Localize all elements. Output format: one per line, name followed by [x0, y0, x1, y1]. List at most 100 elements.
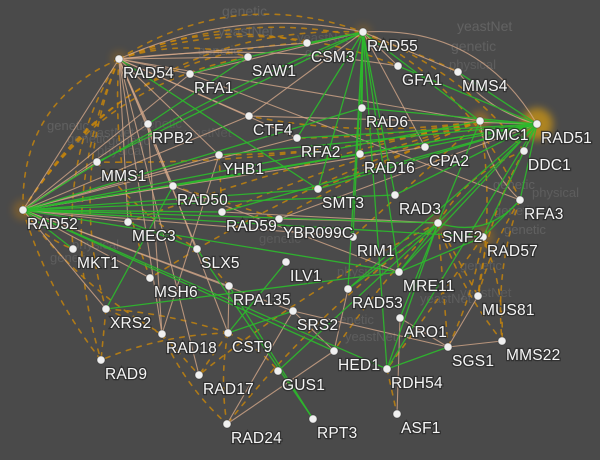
- node-rad59[interactable]: [217, 207, 227, 217]
- node-label-yhb1[interactable]: YHB1: [222, 160, 266, 180]
- node-label-rad52[interactable]: RAD52: [26, 215, 79, 235]
- node-label-mms22[interactable]: MMS22: [505, 346, 562, 366]
- node-label-rad18[interactable]: RAD18: [165, 339, 218, 359]
- node-rad9[interactable]: [96, 355, 106, 365]
- node-snf2[interactable]: [433, 218, 443, 228]
- node-rim1[interactable]: [348, 232, 358, 242]
- node-label-cst9[interactable]: CST9: [231, 338, 274, 358]
- node-rdh54[interactable]: [382, 364, 392, 374]
- node-rad18[interactable]: [157, 329, 167, 339]
- node-label-gus1[interactable]: GUS1: [281, 376, 326, 396]
- node-label-sgs1[interactable]: SGS1: [451, 352, 496, 372]
- node-rad55[interactable]: [358, 27, 368, 37]
- node-label-rfa1[interactable]: RFA1: [193, 79, 235, 99]
- node-ilv1[interactable]: [281, 257, 291, 267]
- node-ctf4[interactable]: [244, 111, 254, 121]
- node-cpa2[interactable]: [420, 142, 430, 152]
- node-label-cpa2[interactable]: CPA2: [428, 152, 471, 172]
- node-label-rad6[interactable]: RAD6: [365, 113, 410, 133]
- node-ddc1[interactable]: [519, 146, 529, 156]
- node-label-rad54[interactable]: RAD54: [122, 64, 176, 84]
- node-rad54[interactable]: [114, 54, 124, 64]
- node-saw1[interactable]: [243, 52, 253, 62]
- node-label-asf1[interactable]: ASF1: [400, 419, 442, 439]
- node-rad51[interactable]: [532, 119, 542, 129]
- node-hed1[interactable]: [329, 346, 339, 356]
- node-label-ddc1[interactable]: DDC1: [527, 156, 572, 176]
- node-label-mkt1[interactable]: MKT1: [76, 254, 121, 274]
- node-msh6[interactable]: [145, 273, 155, 283]
- node-label-smt3[interactable]: SMT3: [321, 194, 366, 214]
- node-asf1[interactable]: [392, 409, 402, 419]
- node-label-ctf4[interactable]: CTF4: [252, 121, 294, 141]
- node-label-rpa135[interactable]: RPA135: [232, 291, 292, 311]
- node-label-rad16[interactable]: RAD16: [363, 159, 416, 179]
- node-gus1[interactable]: [273, 366, 283, 376]
- node-label-gfa1[interactable]: GFA1: [401, 71, 444, 91]
- node-label-hed1[interactable]: HED1: [337, 356, 382, 376]
- node-label-rad9[interactable]: RAD9: [104, 365, 149, 385]
- node-mms22[interactable]: [497, 336, 507, 346]
- node-dmc1[interactable]: [475, 116, 485, 126]
- node-label-rad51[interactable]: RAD51: [540, 129, 593, 149]
- node-gfa1[interactable]: [393, 61, 403, 71]
- node-label-srs2[interactable]: SRS2: [296, 316, 340, 336]
- node-rfa2[interactable]: [292, 133, 302, 143]
- node-rfa1[interactable]: [185, 69, 195, 79]
- node-label-rad59[interactable]: RAD59: [225, 217, 278, 237]
- node-label-aro1[interactable]: ARO1: [403, 323, 448, 343]
- node-smt3[interactable]: [313, 184, 323, 194]
- node-label-rad53[interactable]: RAD53: [351, 294, 404, 314]
- node-label-msh6[interactable]: MSH6: [153, 283, 199, 303]
- node-label-mec3[interactable]: MEC3: [131, 227, 177, 247]
- node-mms1[interactable]: [92, 157, 102, 167]
- node-label-rad24[interactable]: RAD24: [230, 429, 284, 449]
- node-yhb1[interactable]: [214, 150, 224, 160]
- node-label-dmc1[interactable]: DMC1: [483, 126, 530, 146]
- node-label-saw1[interactable]: SAW1: [251, 62, 298, 82]
- node-label-rpb2[interactable]: RPB2: [151, 129, 195, 149]
- node-mec3[interactable]: [123, 217, 133, 227]
- node-label-mre11[interactable]: MRE11: [402, 277, 456, 297]
- node-label-rfa3[interactable]: RFA3: [523, 205, 565, 225]
- node-cst9[interactable]: [223, 328, 233, 338]
- node-label-rad17[interactable]: RAD17: [202, 380, 255, 400]
- node-label-ybr099c[interactable]: YBR099C: [282, 224, 355, 244]
- node-label-rim1[interactable]: RIM1: [356, 242, 396, 262]
- node-csm3[interactable]: [302, 38, 312, 48]
- node-label-xrs2[interactable]: XRS2: [109, 314, 153, 334]
- node-label-rfa2[interactable]: RFA2: [300, 143, 342, 163]
- node-label-rad50[interactable]: RAD50: [176, 191, 230, 211]
- node-label-rpt3[interactable]: RPT3: [316, 424, 359, 444]
- node-label-mus81[interactable]: MUS81: [481, 301, 536, 321]
- node-srs2[interactable]: [288, 306, 298, 316]
- node-rad52[interactable]: [18, 205, 28, 215]
- node-mkt1[interactable]: [68, 244, 78, 254]
- node-mre11[interactable]: [394, 267, 404, 277]
- node-mms4[interactable]: [453, 67, 463, 77]
- node-rad17[interactable]: [194, 370, 204, 380]
- node-label-mms1[interactable]: MMS1: [100, 167, 148, 187]
- node-rad3[interactable]: [390, 190, 400, 200]
- node-label-rad57[interactable]: RAD57: [486, 242, 539, 262]
- node-label-rdh54[interactable]: RDH54: [390, 374, 444, 394]
- node-label-ilv1[interactable]: ILV1: [289, 267, 323, 287]
- node-label-mms4[interactable]: MMS4: [461, 77, 509, 97]
- node-rpt3[interactable]: [308, 414, 318, 424]
- node-label-rad55[interactable]: RAD55: [366, 37, 419, 57]
- node-rad57[interactable]: [478, 232, 488, 242]
- node-mus81[interactable]: [473, 291, 483, 301]
- node-ybr099c[interactable]: [274, 214, 284, 224]
- node-label-slx5[interactable]: SLX5: [200, 254, 241, 274]
- node-rad53[interactable]: [343, 284, 353, 294]
- node-sgs1[interactable]: [443, 342, 453, 352]
- node-rad16[interactable]: [355, 149, 365, 159]
- node-rad6[interactable]: [357, 103, 367, 113]
- node-rpa135[interactable]: [224, 281, 234, 291]
- node-label-rad3[interactable]: RAD3: [398, 200, 443, 220]
- node-label-snf2[interactable]: SNF2: [441, 228, 484, 248]
- node-xrs2[interactable]: [101, 304, 111, 314]
- node-slx5[interactable]: [192, 244, 202, 254]
- node-aro1[interactable]: [395, 313, 405, 323]
